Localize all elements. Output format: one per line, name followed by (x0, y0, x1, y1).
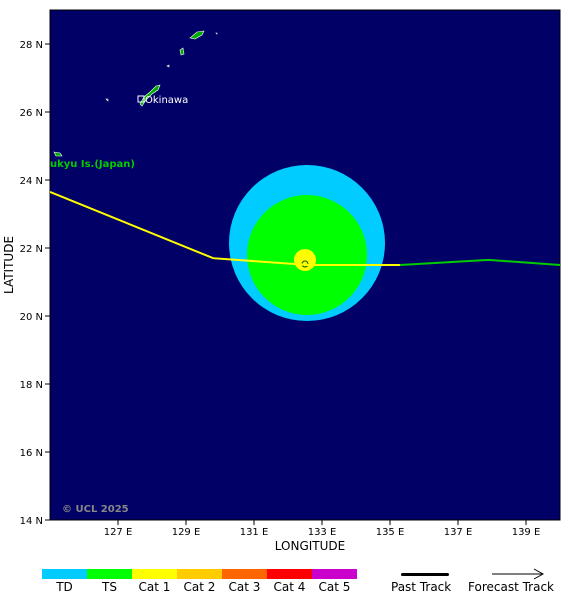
legend-label-ts: TS (102, 580, 117, 594)
lon-tick-label: 137 E (444, 527, 473, 538)
past-track-legend-label: Past Track (391, 580, 452, 594)
island-amami (189, 30, 205, 40)
island-tokuno (179, 47, 185, 56)
legend-label-cat-1: Cat 1 (138, 580, 171, 594)
island-yaeyama (53, 151, 63, 157)
x-axis-title: LONGITUDE (275, 539, 345, 553)
forecast-track-line (400, 258, 560, 266)
legend-swatch-td (42, 569, 87, 579)
legend-swatch-cat-5 (312, 569, 357, 579)
lat-tick-label: 18 N (20, 380, 43, 391)
legend-swatch-ts (87, 569, 132, 579)
latitude-ticks: 14 N 16 N 18 N 20 N 22 N 24 N 26 N 28 N (20, 40, 50, 527)
okinawa-label: Okinawa (145, 95, 188, 106)
longitude-ticks: 127 E 129 E 131 E 133 E 135 E 137 E 139 E (104, 520, 541, 538)
island-okinawa-main (139, 84, 161, 107)
lat-tick-label: 20 N (20, 312, 43, 323)
legend-label-cat-4: Cat 4 (273, 580, 306, 594)
legend-swatch-cat-4 (267, 569, 312, 579)
lon-tick-label: 133 E (308, 527, 337, 538)
forecast-track-legend-arrow (492, 568, 545, 580)
cat1-wind-core (294, 249, 316, 271)
lat-tick-label: 14 N (20, 516, 43, 527)
lon-tick-label: 129 E (172, 527, 201, 538)
copyright-label: © UCL 2025 (62, 504, 129, 515)
lon-tick-label: 127 E (104, 527, 133, 538)
legend-label-cat-2: Cat 2 (183, 580, 216, 594)
island-small-2 (215, 32, 218, 35)
land-islands (53, 30, 218, 157)
legend-swatch-cat-1 (132, 569, 177, 579)
ryukyu-islands-label: ukyu Is.(Japan) (50, 159, 135, 170)
lat-tick-label: 16 N (20, 448, 43, 459)
island-small-1 (105, 98, 109, 102)
legend-swatch-cat-3 (222, 569, 267, 579)
lat-tick-label: 28 N (20, 40, 43, 51)
legend-label-cat-5: Cat 5 (318, 580, 351, 594)
island-okinoerabu (166, 64, 170, 68)
legend-label-cat-3: Cat 3 (228, 580, 261, 594)
past-track-line (50, 190, 401, 266)
legend-label-td: TD (56, 580, 73, 594)
okinawa-marker (137, 95, 145, 103)
legend-swatch-cat-2 (177, 569, 222, 579)
lat-tick-label: 26 N (20, 108, 43, 119)
lon-tick-label: 139 E (512, 527, 541, 538)
lon-tick-label: 131 E (240, 527, 269, 538)
y-axis-title: LATITUDE (2, 236, 16, 294)
lat-tick-label: 24 N (20, 176, 43, 187)
forecast-track-legend-label: Forecast Track (468, 580, 554, 594)
lon-tick-label: 135 E (376, 527, 405, 538)
lat-tick-label: 22 N (20, 244, 43, 255)
past-track-legend-line (401, 573, 449, 576)
